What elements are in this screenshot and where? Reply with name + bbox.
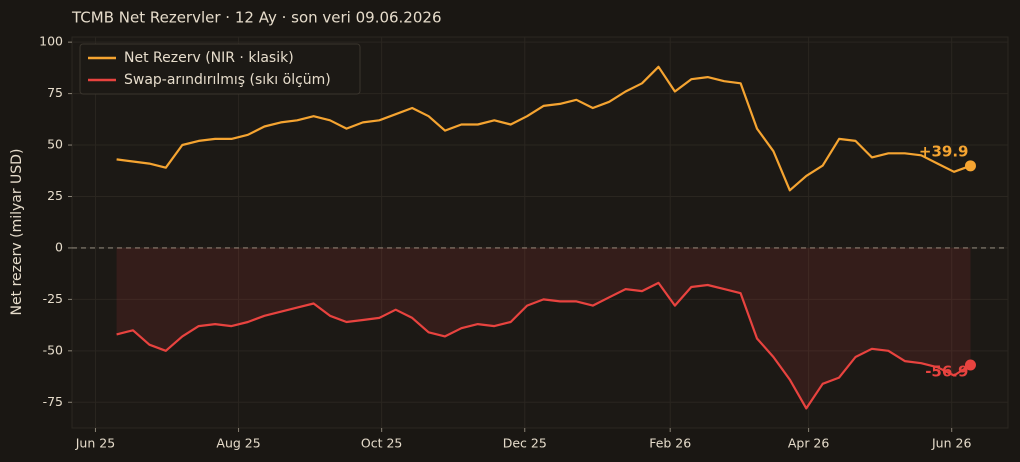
y-tick-label: -75 xyxy=(43,394,63,409)
plot-background xyxy=(71,36,1009,429)
legend-label: Swap-arındırılmış (sıkı ölçüm) xyxy=(124,72,331,88)
x-tick-label: Apr 26 xyxy=(788,436,830,451)
x-tick-label: Oct 25 xyxy=(361,436,403,451)
y-tick-label: 50 xyxy=(47,137,63,152)
area-fill xyxy=(116,247,971,409)
value-label: +39.9 xyxy=(919,142,969,160)
x-tick-label: Jun 25 xyxy=(75,436,115,451)
end-point xyxy=(964,359,976,371)
chart-title: TCMB Net Rezervler · 12 Ay · son veri 09… xyxy=(71,9,442,27)
series-line xyxy=(116,65,971,192)
legend-box xyxy=(79,43,361,95)
y-tick-label: -50 xyxy=(43,342,63,357)
value-label: -56.9 xyxy=(925,363,968,381)
legend-label: Net Rezerv (NIR · klasik) xyxy=(124,50,294,66)
y-tick-label: 100 xyxy=(39,34,63,49)
y-tick-label: 25 xyxy=(47,188,63,203)
x-tick-label: Jun 26 xyxy=(931,436,971,451)
series-line xyxy=(116,281,972,410)
x-tick-label: Feb 26 xyxy=(649,436,691,451)
y-tick-label: -25 xyxy=(43,291,63,306)
end-point xyxy=(964,160,976,172)
y-tick-label: 0 xyxy=(55,239,63,254)
y-axis-label: Net rezerv (milyar USD) xyxy=(9,149,25,316)
x-tick-label: Aug 25 xyxy=(216,436,260,451)
x-tick-label: Dec 25 xyxy=(503,436,547,451)
y-tick-label: 75 xyxy=(47,85,63,100)
